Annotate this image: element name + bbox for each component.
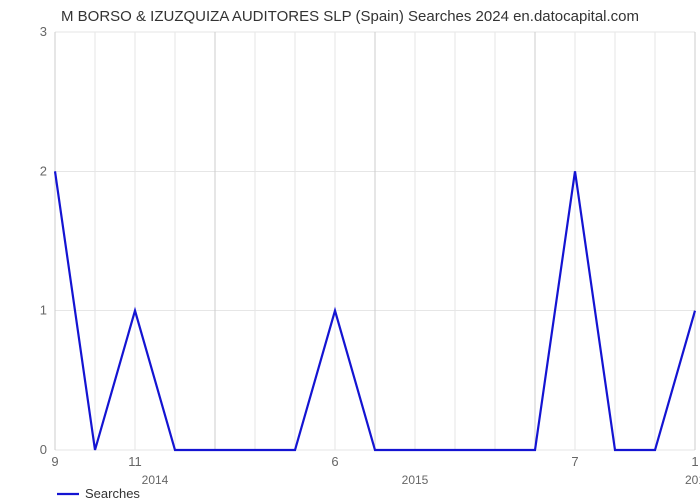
legend-label: Searches xyxy=(85,486,140,500)
chart-svg: 0 1 2 3 9 11 6 7 1 2014 2015 201 Searches xyxy=(0,0,700,500)
x-tick-label: 1 xyxy=(691,454,698,469)
x-tick-label: 11 xyxy=(128,454,142,469)
x-tick-label: 6 xyxy=(331,454,338,469)
x-tick-label: 9 xyxy=(51,454,58,469)
x-year-label: 2015 xyxy=(402,473,429,487)
chart-container: M BORSO & IZUZQUIZA AUDITORES SLP (Spain… xyxy=(0,0,700,500)
x-year-label: 201 xyxy=(685,473,700,487)
y-tick-label: 0 xyxy=(40,442,47,457)
y-tick-label: 3 xyxy=(40,24,47,39)
x-tick-label: 7 xyxy=(571,454,578,469)
y-tick-label: 1 xyxy=(40,303,47,318)
x-year-label: 2014 xyxy=(142,473,169,487)
y-tick-label: 2 xyxy=(40,163,47,178)
